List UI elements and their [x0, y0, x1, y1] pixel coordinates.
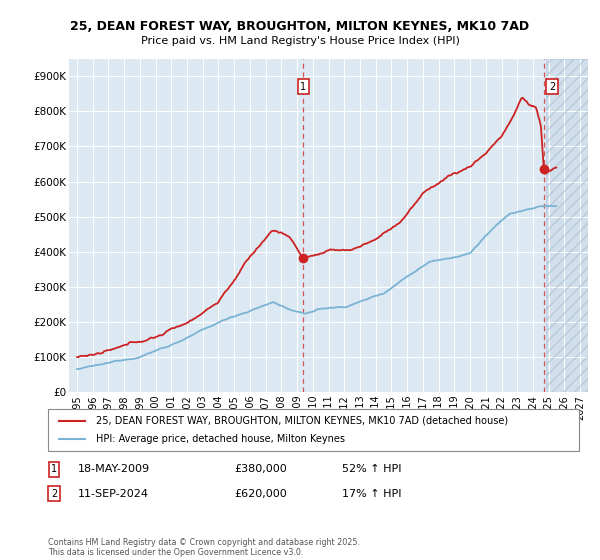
- Text: 1: 1: [51, 464, 57, 474]
- Text: £380,000: £380,000: [234, 464, 287, 474]
- Text: 17% ↑ HPI: 17% ↑ HPI: [342, 489, 401, 499]
- Bar: [546, 59, 588, 392]
- Text: 2: 2: [51, 489, 57, 499]
- Text: 25, DEAN FOREST WAY, BROUGHTON, MILTON KEYNES, MK10 7AD: 25, DEAN FOREST WAY, BROUGHTON, MILTON K…: [70, 20, 530, 32]
- Text: 1: 1: [300, 82, 306, 92]
- FancyBboxPatch shape: [48, 409, 579, 451]
- Text: Contains HM Land Registry data © Crown copyright and database right 2025.
This d: Contains HM Land Registry data © Crown c…: [48, 538, 360, 557]
- Text: £620,000: £620,000: [234, 489, 287, 499]
- Bar: [69, 59, 546, 392]
- Text: 25, DEAN FOREST WAY, BROUGHTON, MILTON KEYNES, MK10 7AD (detached house): 25, DEAN FOREST WAY, BROUGHTON, MILTON K…: [96, 416, 508, 426]
- Text: 52% ↑ HPI: 52% ↑ HPI: [342, 464, 401, 474]
- Bar: [546, 59, 588, 392]
- Text: 11-SEP-2024: 11-SEP-2024: [78, 489, 149, 499]
- Text: 18-MAY-2009: 18-MAY-2009: [78, 464, 150, 474]
- Text: Price paid vs. HM Land Registry's House Price Index (HPI): Price paid vs. HM Land Registry's House …: [140, 36, 460, 46]
- Text: HPI: Average price, detached house, Milton Keynes: HPI: Average price, detached house, Milt…: [96, 434, 345, 444]
- Text: 2: 2: [549, 82, 555, 92]
